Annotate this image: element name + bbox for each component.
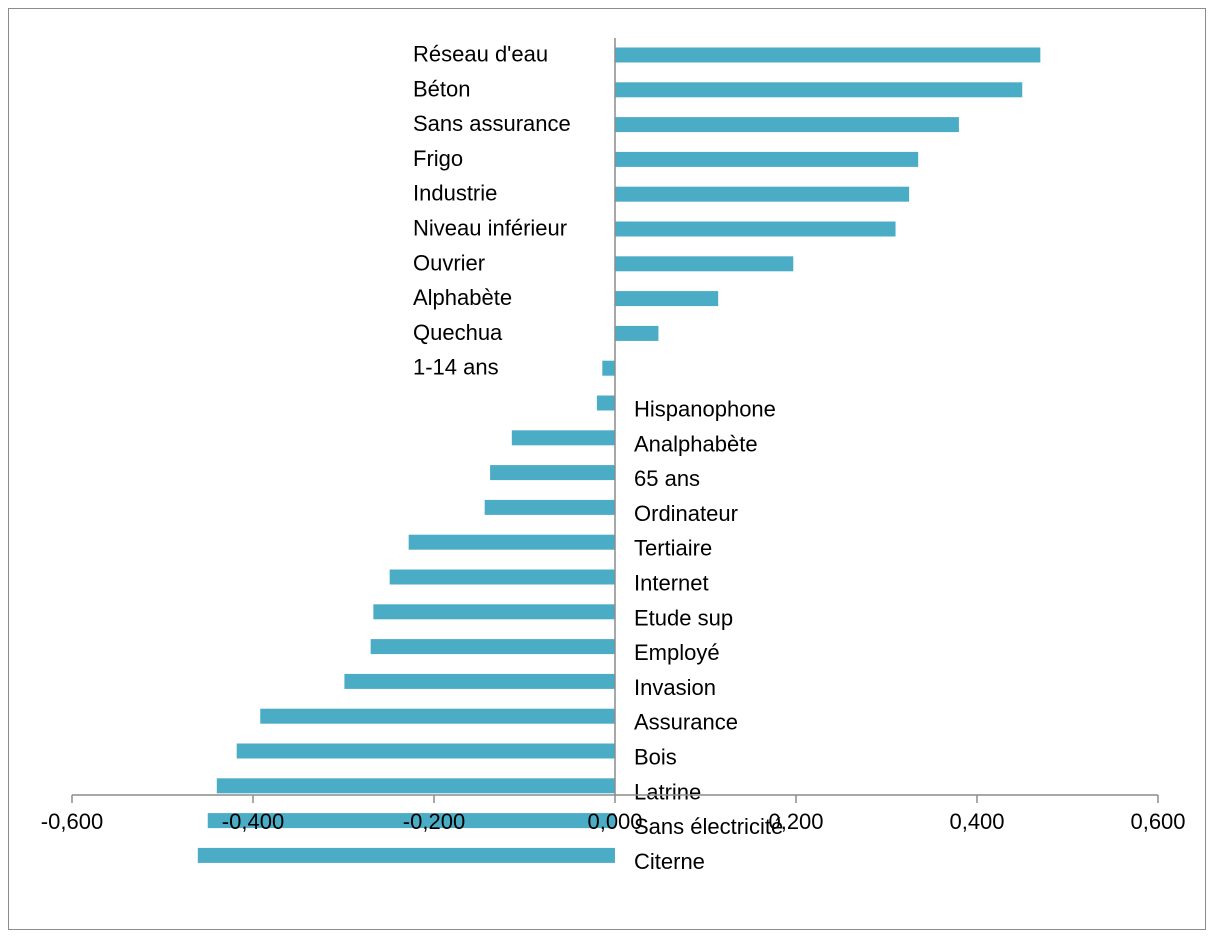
bar xyxy=(596,395,615,411)
x-tick-label: -0,200 xyxy=(403,809,465,834)
x-tick-label: 0,400 xyxy=(949,809,1004,834)
category-label: Employé xyxy=(634,640,720,665)
category-label: Bois xyxy=(634,745,677,770)
x-tick-label: 0,200 xyxy=(768,809,823,834)
category-label: Ouvrier xyxy=(413,250,485,275)
category-label: Sans assurance xyxy=(413,111,571,136)
category-label: Industrie xyxy=(413,181,497,206)
category-label: Hispanophone xyxy=(634,397,776,422)
bars-layer xyxy=(197,47,1041,863)
x-tick-label: -0,400 xyxy=(222,809,284,834)
bar xyxy=(197,847,616,863)
bar xyxy=(408,534,615,550)
bar xyxy=(370,639,615,655)
bar xyxy=(615,291,719,307)
category-label: Quechua xyxy=(413,320,503,345)
category-label: Latrine xyxy=(634,779,701,804)
bar xyxy=(484,499,615,515)
category-label: Alphabète xyxy=(413,285,512,310)
bar xyxy=(615,151,919,167)
category-label: Internet xyxy=(634,571,709,596)
category-label: Réseau d'eau xyxy=(413,42,548,67)
x-axis: -0,600 -0,400 -0,200 0,000 0,200 0,400 0,600 xyxy=(41,38,1186,834)
category-label: Invasion xyxy=(634,675,716,700)
category-label: 65 ans xyxy=(634,466,700,491)
bar xyxy=(615,186,910,202)
bar xyxy=(216,778,616,794)
category-label: Frigo xyxy=(413,146,463,171)
bar xyxy=(615,117,959,133)
bar xyxy=(236,743,615,759)
bar xyxy=(511,430,615,446)
bar xyxy=(389,569,615,585)
bar xyxy=(260,708,615,724)
category-label: Citerne xyxy=(634,849,705,874)
bar xyxy=(602,360,615,376)
bar xyxy=(615,325,659,341)
x-tick-label: 0,000 xyxy=(587,809,642,834)
category-label: 1-14 ans xyxy=(413,355,499,380)
bar xyxy=(207,813,615,829)
category-label: Niveau inférieur xyxy=(413,216,567,241)
category-label: Etude sup xyxy=(634,605,733,630)
bar xyxy=(615,82,1023,98)
category-label: Tertiaire xyxy=(634,536,712,561)
x-tick-label: 0,600 xyxy=(1130,809,1185,834)
category-label: Assurance xyxy=(634,710,738,735)
bar xyxy=(344,673,615,689)
bar xyxy=(615,221,896,237)
category-labels-layer: Réseau d'eau Béton Sans assurance Frigo Indu… xyxy=(413,42,783,874)
bar xyxy=(615,47,1041,63)
category-label: Béton xyxy=(413,76,471,101)
category-label: Sans électricité xyxy=(634,814,783,839)
bar xyxy=(373,604,615,620)
category-label: Analphabète xyxy=(634,431,758,456)
bar xyxy=(615,256,794,272)
bar xyxy=(490,465,615,481)
category-label: Ordinateur xyxy=(634,501,738,526)
x-tick-label: -0,600 xyxy=(41,809,103,834)
